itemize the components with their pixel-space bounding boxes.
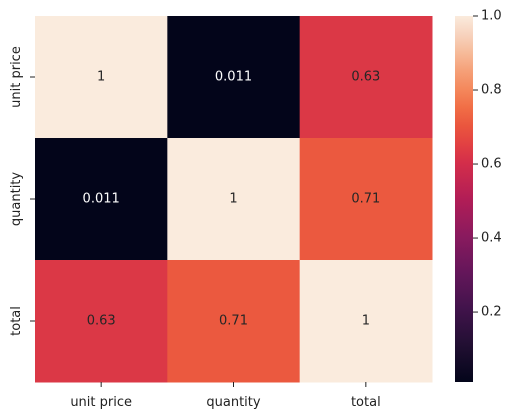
colorbar-gradient [455,16,473,382]
cell-annotation: 1 [229,192,237,207]
y-tick-label: unit price [9,46,24,108]
heatmap-cell [299,260,433,383]
x-tick-label: total [351,395,381,410]
heatmap-cell [35,16,168,139]
heatmap-cell [167,138,301,261]
cell-annotation: 1 [97,70,105,85]
colorbar-tick-label: 0.8 [481,83,502,98]
cell-annotation: 0.71 [219,314,248,329]
heatmap-cells: 1 0.011 0.63 0.011 1 0.71 0.63 0.71 1 [35,16,433,383]
heatmap-cell [167,16,301,139]
heatmap-cell [299,16,433,139]
cell-annotation: 1 [362,314,370,329]
heatmap-cell [167,260,301,383]
cell-annotation: 0.63 [351,70,380,85]
heatmap-cell [35,260,168,383]
colorbar-tick-label: 0.6 [481,157,502,172]
heatmap-cell [299,138,433,261]
colorbar-tick-label: 0.4 [481,231,502,246]
y-tick-label: total [9,306,24,336]
cell-annotation: 0.011 [215,70,252,85]
x-tick-label: unit price [70,395,132,410]
y-axis: unit price quantity total [9,46,35,336]
heatmap-cell [35,138,168,261]
colorbar-tick-label: 1.0 [481,9,502,24]
x-tick-label: quantity [206,395,261,410]
cell-annotation: 0.011 [83,192,120,207]
cell-annotation: 0.71 [351,192,380,207]
colorbar: 0.2 0.4 0.6 0.8 1.0 [455,9,502,382]
y-tick-label: quantity [9,172,24,227]
cell-annotation: 0.63 [87,314,116,329]
colorbar-tick-label: 0.2 [481,305,502,320]
x-axis: unit price quantity total [70,382,381,410]
